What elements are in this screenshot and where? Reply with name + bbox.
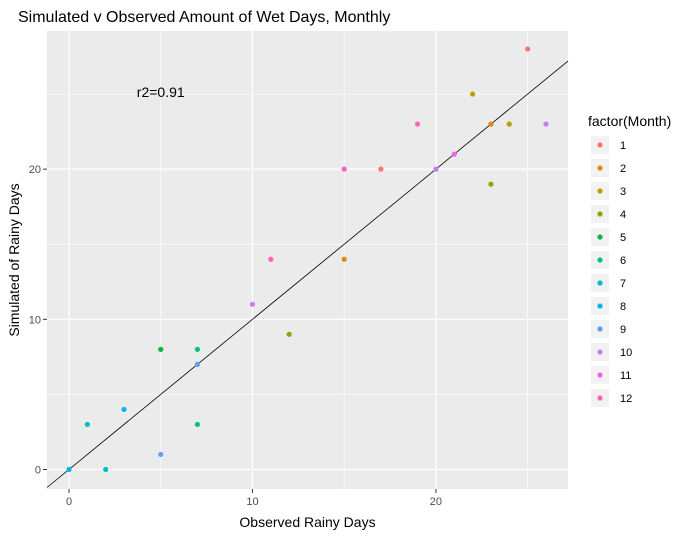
data-point bbox=[433, 166, 439, 172]
legend-swatch bbox=[597, 142, 603, 148]
data-point bbox=[249, 301, 256, 307]
data-point bbox=[506, 121, 512, 127]
data-point bbox=[488, 181, 494, 187]
legend-swatch bbox=[597, 303, 603, 309]
data-points bbox=[66, 46, 549, 473]
y-tick-label: 0 bbox=[35, 464, 41, 476]
legend-label: 5 bbox=[620, 232, 626, 244]
legend-label: 12 bbox=[620, 393, 632, 405]
legend-swatch bbox=[597, 280, 603, 286]
legend-item: 7 bbox=[591, 274, 626, 292]
legend-swatch bbox=[597, 188, 603, 194]
legend-label: 8 bbox=[620, 301, 626, 313]
legend-item: 5 bbox=[591, 228, 626, 246]
legend-item: 12 bbox=[591, 389, 632, 407]
data-point bbox=[194, 346, 201, 352]
data-point bbox=[414, 121, 421, 127]
legend-label: 2 bbox=[620, 163, 626, 175]
data-point bbox=[470, 91, 476, 97]
legend-swatch bbox=[597, 372, 603, 378]
legend-label: 3 bbox=[620, 186, 626, 198]
legend-swatch bbox=[597, 234, 603, 240]
legend-swatch bbox=[597, 395, 603, 401]
data-point bbox=[268, 256, 274, 262]
legend-item: 4 bbox=[591, 205, 626, 223]
legend-item: 3 bbox=[591, 182, 626, 200]
legend-item: 10 bbox=[591, 343, 632, 361]
legend-title: factor(Month) bbox=[588, 113, 671, 129]
x-axis: 0 10 20 bbox=[66, 489, 442, 508]
data-point bbox=[341, 166, 347, 172]
legend-swatch bbox=[597, 257, 603, 263]
data-point bbox=[103, 466, 109, 473]
reference-line-layer bbox=[46, 60, 569, 488]
y-tick-label: 10 bbox=[29, 314, 41, 326]
legend-item: 1 bbox=[591, 136, 626, 154]
legend-label: 11 bbox=[620, 370, 631, 382]
legend-label: 1 bbox=[620, 140, 626, 152]
identity-line bbox=[46, 60, 569, 488]
data-point bbox=[543, 121, 549, 127]
data-point bbox=[451, 151, 457, 157]
plot-panel bbox=[47, 31, 568, 489]
data-point bbox=[525, 46, 531, 52]
legend-label: 10 bbox=[620, 347, 632, 359]
r2-annotation: r2=0.91 bbox=[137, 84, 185, 100]
y-tick-label: 20 bbox=[29, 164, 41, 176]
minor-gridlines bbox=[47, 31, 568, 489]
major-gridlines bbox=[47, 31, 568, 489]
legend-swatch bbox=[597, 165, 603, 171]
x-tick-label: 20 bbox=[430, 496, 442, 508]
legend-label: 7 bbox=[620, 278, 626, 290]
legend-swatch bbox=[597, 211, 603, 217]
legend-item: 6 bbox=[591, 251, 626, 269]
y-axis: 0 10 20 bbox=[29, 164, 47, 476]
data-point bbox=[66, 466, 72, 473]
legend-item: 11 bbox=[591, 366, 631, 384]
data-point bbox=[488, 121, 494, 127]
legend-label: 9 bbox=[620, 324, 626, 336]
data-point bbox=[158, 451, 164, 458]
data-point bbox=[286, 331, 292, 337]
data-point bbox=[341, 256, 347, 262]
chart-title: Simulated v Observed Amount of Wet Days,… bbox=[18, 9, 390, 26]
x-axis-label: Observed Rainy Days bbox=[239, 514, 375, 530]
data-point bbox=[121, 406, 127, 413]
data-point bbox=[158, 346, 164, 352]
data-point bbox=[378, 166, 384, 172]
legend-label: 4 bbox=[620, 209, 626, 221]
data-point bbox=[84, 421, 90, 428]
legend-item: 8 bbox=[591, 297, 626, 315]
y-axis-label: Simulated of Rainy Days bbox=[6, 183, 22, 336]
data-point bbox=[194, 421, 201, 428]
legend-swatch bbox=[597, 349, 603, 355]
legend-item: 2 bbox=[591, 159, 626, 177]
legend-label: 6 bbox=[620, 255, 626, 267]
legend-item: 9 bbox=[591, 320, 626, 338]
x-tick-label: 0 bbox=[66, 496, 72, 508]
x-tick-label: 10 bbox=[246, 496, 258, 508]
data-point bbox=[194, 361, 201, 367]
legend-swatch bbox=[597, 326, 603, 332]
